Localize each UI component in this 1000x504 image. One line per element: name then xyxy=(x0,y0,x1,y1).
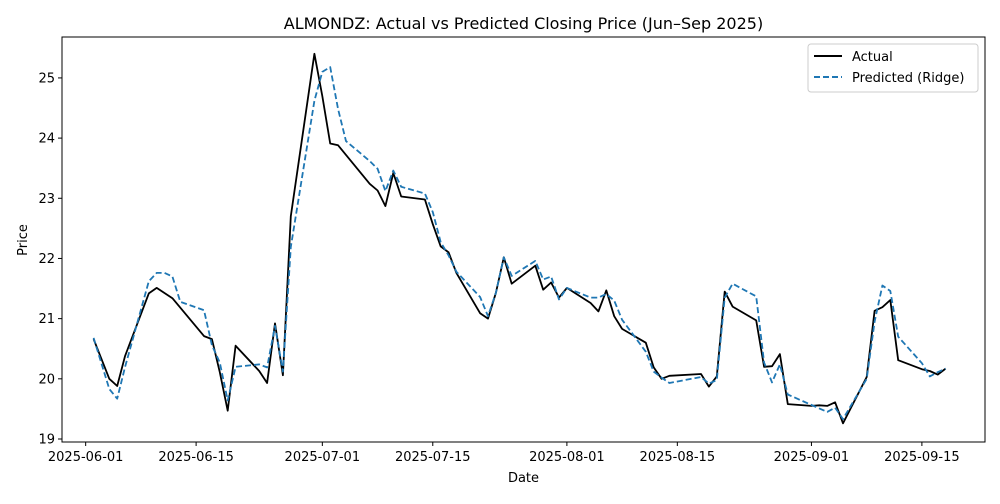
y-tick-label: 24 xyxy=(38,132,55,147)
plot-frame xyxy=(61,36,986,443)
y-axis-ticks: 19 20 21 22 23 24 25 xyxy=(38,71,62,447)
x-tick-label: 2025-09-15 xyxy=(884,450,960,465)
x-tick-label: 2025-06-15 xyxy=(158,450,234,465)
x-axis-label: Date xyxy=(508,471,539,486)
chart-title: ALMONDZ: Actual vs Predicted Closing Pri… xyxy=(284,14,763,33)
legend: Actual Predicted (Ridge) xyxy=(807,43,979,93)
y-tick-label: 25 xyxy=(38,71,55,86)
x-tick-label: 2025-07-15 xyxy=(395,450,471,465)
y-tick-label: 23 xyxy=(38,192,55,207)
x-tick-label: 2025-09-01 xyxy=(774,450,850,465)
y-tick-label: 20 xyxy=(38,372,55,387)
x-tick-label: 2025-08-15 xyxy=(640,450,716,465)
x-tick-label: 2025-07-01 xyxy=(285,450,361,465)
series-line-predicted xyxy=(92,66,946,420)
y-axis-label: Price xyxy=(16,224,31,256)
x-axis-ticks: 2025-06-01 2025-06-15 2025-07-01 2025-07-15… xyxy=(48,442,960,465)
x-tick-label: 2025-08-01 xyxy=(529,450,605,465)
y-tick-label: 19 xyxy=(38,432,55,447)
y-tick-label: 21 xyxy=(38,312,55,327)
legend-box xyxy=(807,43,979,93)
series-line-actual xyxy=(92,52,947,425)
y-tick-label: 22 xyxy=(38,252,55,267)
series-layer xyxy=(92,52,947,425)
x-tick-label: 2025-06-01 xyxy=(48,450,124,465)
legend-label-predicted: Predicted (Ridge) xyxy=(852,71,964,86)
legend-label-actual: Actual xyxy=(852,50,893,65)
